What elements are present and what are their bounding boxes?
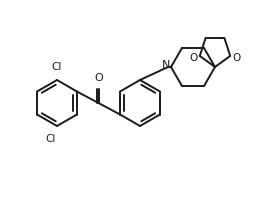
Text: N: N <box>161 60 169 70</box>
Text: Cl: Cl <box>52 62 62 72</box>
Text: O: O <box>231 53 240 63</box>
Text: Cl: Cl <box>46 134 56 144</box>
Text: O: O <box>94 73 102 83</box>
Text: O: O <box>189 53 197 63</box>
